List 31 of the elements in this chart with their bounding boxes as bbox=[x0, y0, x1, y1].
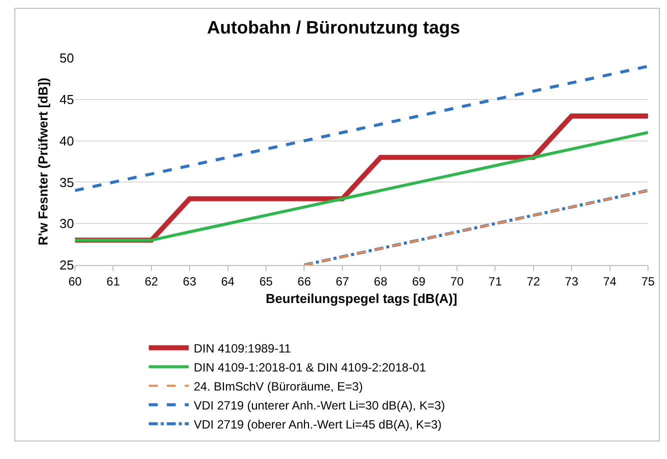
y-tick-label: 50 bbox=[60, 50, 74, 66]
x-tick-label: 73 bbox=[564, 274, 579, 288]
x-tick-label: 66 bbox=[298, 274, 312, 288]
legend-label: DIN 4109:1989-11 bbox=[194, 341, 292, 356]
x-axis-title: Beurteilungspegel tags [dB(A)] bbox=[266, 291, 458, 306]
x-tick-label: 75 bbox=[641, 274, 655, 288]
y-axis-title: R'w Fesnter (Prüfwert [dB]) bbox=[35, 78, 50, 246]
x-tick-label: 63 bbox=[182, 274, 197, 288]
x-tick-label: 68 bbox=[374, 274, 388, 288]
x-tick-label: 70 bbox=[450, 274, 464, 288]
x-tick-label: 61 bbox=[106, 274, 120, 288]
x-tick-label: 69 bbox=[412, 274, 426, 288]
chart-title: Autobahn / Büronutzung tags bbox=[207, 17, 460, 38]
legend-label: DIN 4109-1:2018-01 & DIN 4109-2:2018-01 bbox=[194, 360, 426, 374]
y-tick-label: 35 bbox=[60, 174, 74, 190]
legend-label: VDI 2719 (unterer Anh.-Wert Li=30 dB(A), K=3) bbox=[194, 398, 446, 412]
y-tick-label: 40 bbox=[60, 133, 74, 148]
legend-label: VDI 2719 (oberer Anh.-Wert Li=45 dB(A), K=3) bbox=[194, 417, 442, 432]
x-tick-label: 71 bbox=[488, 274, 502, 288]
y-tick-label: 25 bbox=[60, 258, 74, 273]
x-tick-label: 72 bbox=[526, 274, 540, 288]
legend-label: 24. BImSchV (Büroräume, E=3) bbox=[194, 379, 363, 394]
x-tick-label: 60 bbox=[68, 274, 82, 288]
x-tick-label: 74 bbox=[603, 274, 617, 288]
x-tick-label: 62 bbox=[144, 274, 158, 288]
line-series bbox=[75, 64, 648, 192]
y-tick-label: 30 bbox=[60, 216, 74, 232]
x-tick-label: 67 bbox=[336, 274, 350, 288]
x-tick-label: 64 bbox=[221, 274, 235, 288]
x-tick-label: 65 bbox=[259, 274, 273, 288]
y-tick-label: 45 bbox=[60, 92, 74, 107]
